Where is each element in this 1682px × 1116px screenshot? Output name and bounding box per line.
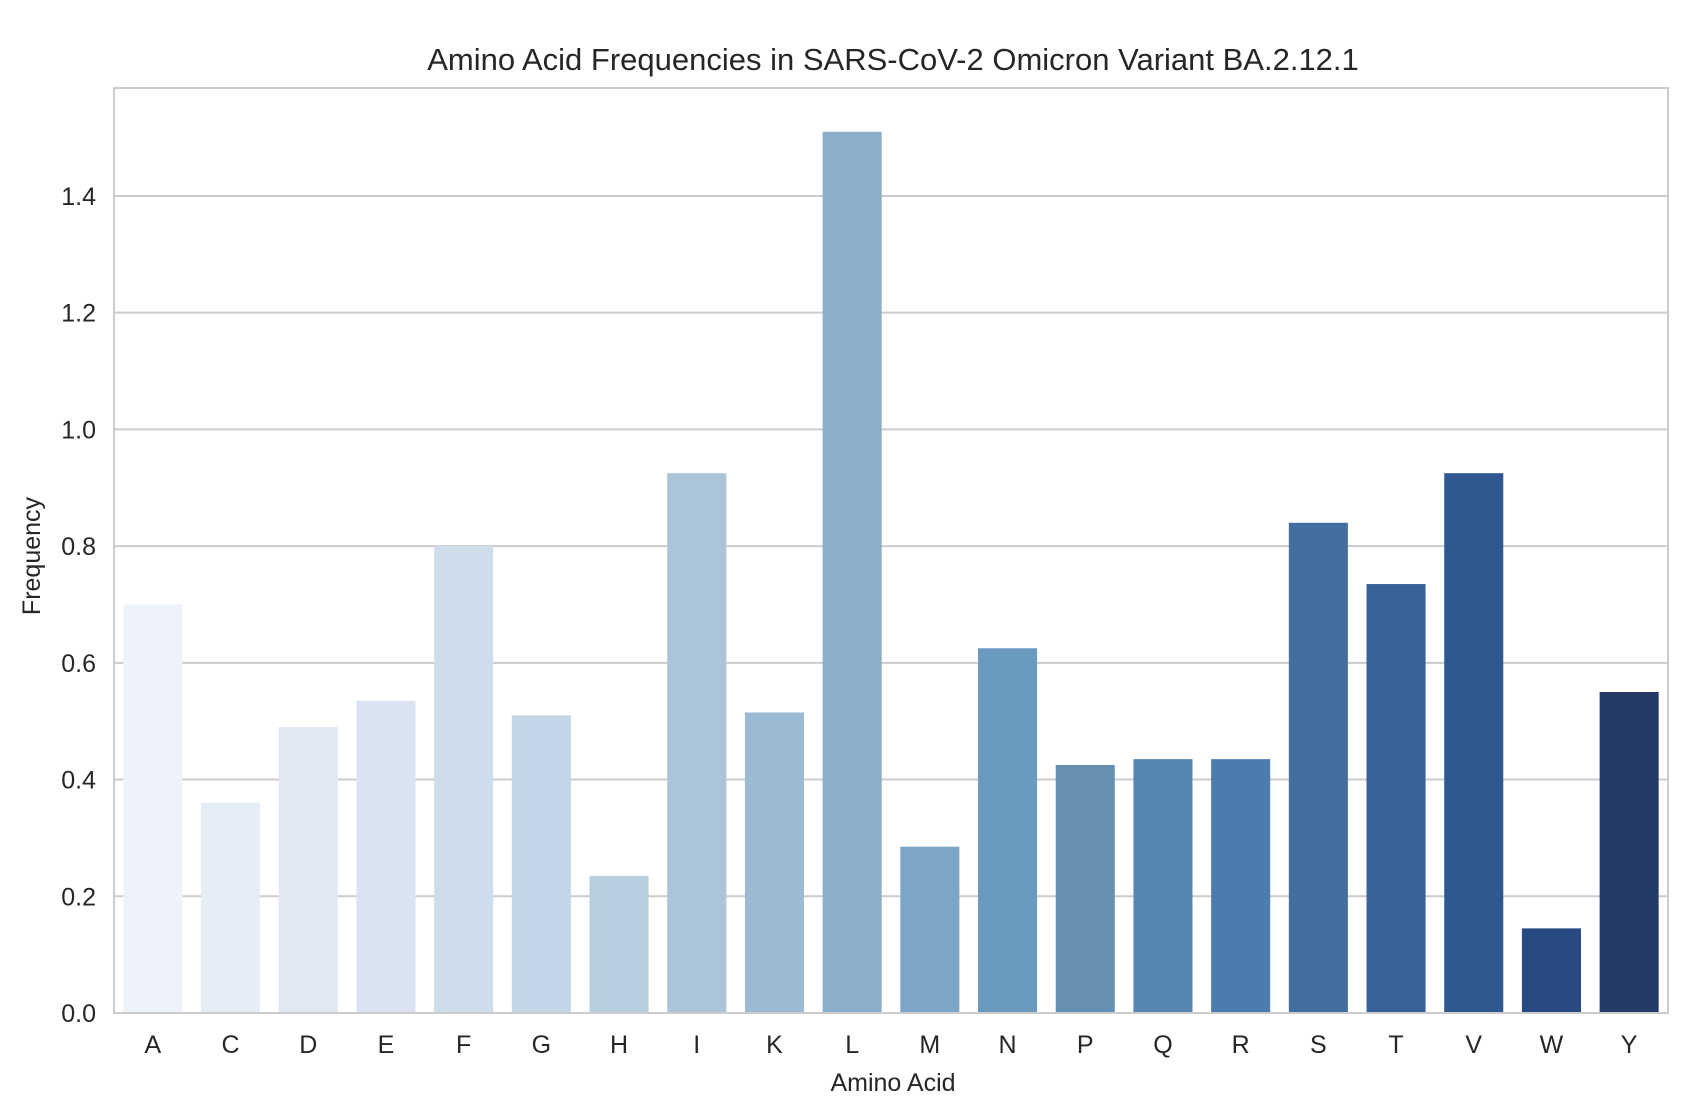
y-tick-label: 1.0 bbox=[61, 416, 96, 444]
y-axis-label: Frequency bbox=[18, 496, 46, 615]
gridlines bbox=[114, 194, 1668, 1014]
y-tick-label: 0.8 bbox=[61, 533, 96, 561]
y-tick-label: 0.0 bbox=[61, 1000, 96, 1028]
bar-K bbox=[744, 712, 804, 1013]
x-tick-label: C bbox=[222, 1031, 240, 1059]
x-tick-label: K bbox=[766, 1031, 783, 1059]
bar-D bbox=[278, 727, 338, 1013]
x-tick-label: N bbox=[999, 1031, 1017, 1059]
bar-T bbox=[1366, 584, 1426, 1013]
bar-L bbox=[822, 131, 882, 1013]
x-tick-label: E bbox=[378, 1031, 395, 1059]
x-tick-label: G bbox=[532, 1031, 551, 1059]
y-tick-label: 0.6 bbox=[61, 650, 96, 678]
x-tick-label: M bbox=[919, 1031, 940, 1059]
bar-V bbox=[1444, 473, 1504, 1014]
x-tick-label: A bbox=[145, 1031, 162, 1059]
bar-A bbox=[123, 604, 183, 1013]
plot-frame bbox=[113, 87, 1669, 1014]
bar-Q bbox=[1133, 759, 1193, 1013]
x-tick-label: F bbox=[456, 1031, 471, 1059]
y-tick-label: 1.2 bbox=[61, 300, 96, 328]
x-tick-label: L bbox=[845, 1031, 859, 1059]
x-tick-label: V bbox=[1465, 1031, 1482, 1059]
y-tick-labels: 0.0 0.2 0.4 0.6 0.8 1.0 1.2 1.4 bbox=[61, 183, 96, 1028]
x-axis-label: Amino Acid bbox=[830, 1069, 955, 1097]
bar-E bbox=[356, 700, 416, 1013]
x-tick-label: T bbox=[1388, 1031, 1403, 1059]
x-tick-label: S bbox=[1310, 1031, 1327, 1059]
bar-N bbox=[978, 648, 1038, 1013]
bar-S bbox=[1288, 522, 1348, 1013]
x-tick-label: D bbox=[299, 1031, 317, 1059]
x-tick-label: R bbox=[1232, 1031, 1250, 1059]
chart-title: Amino Acid Frequencies in SARS-CoV-2 Omi… bbox=[427, 42, 1359, 77]
x-tick-label: Q bbox=[1153, 1031, 1172, 1059]
bar-C bbox=[201, 802, 261, 1013]
x-tick-label: Y bbox=[1621, 1031, 1638, 1059]
bars bbox=[123, 131, 1659, 1014]
y-tick-label: 0.2 bbox=[61, 883, 96, 911]
x-tick-label: H bbox=[610, 1031, 628, 1059]
bar-Y bbox=[1599, 692, 1659, 1013]
bar-H bbox=[589, 875, 649, 1013]
bar-P bbox=[1055, 764, 1115, 1013]
y-tick-label: 1.4 bbox=[61, 183, 96, 211]
bar-I bbox=[667, 473, 727, 1014]
x-tick-label: W bbox=[1540, 1031, 1564, 1059]
x-tick-label: P bbox=[1077, 1031, 1094, 1059]
bar-R bbox=[1211, 759, 1271, 1013]
bar-G bbox=[511, 715, 571, 1013]
y-tick-label: 0.4 bbox=[61, 767, 96, 795]
bar-F bbox=[434, 546, 494, 1013]
bar-M bbox=[900, 846, 960, 1013]
x-tick-label: I bbox=[693, 1031, 700, 1059]
bar-W bbox=[1521, 928, 1581, 1013]
